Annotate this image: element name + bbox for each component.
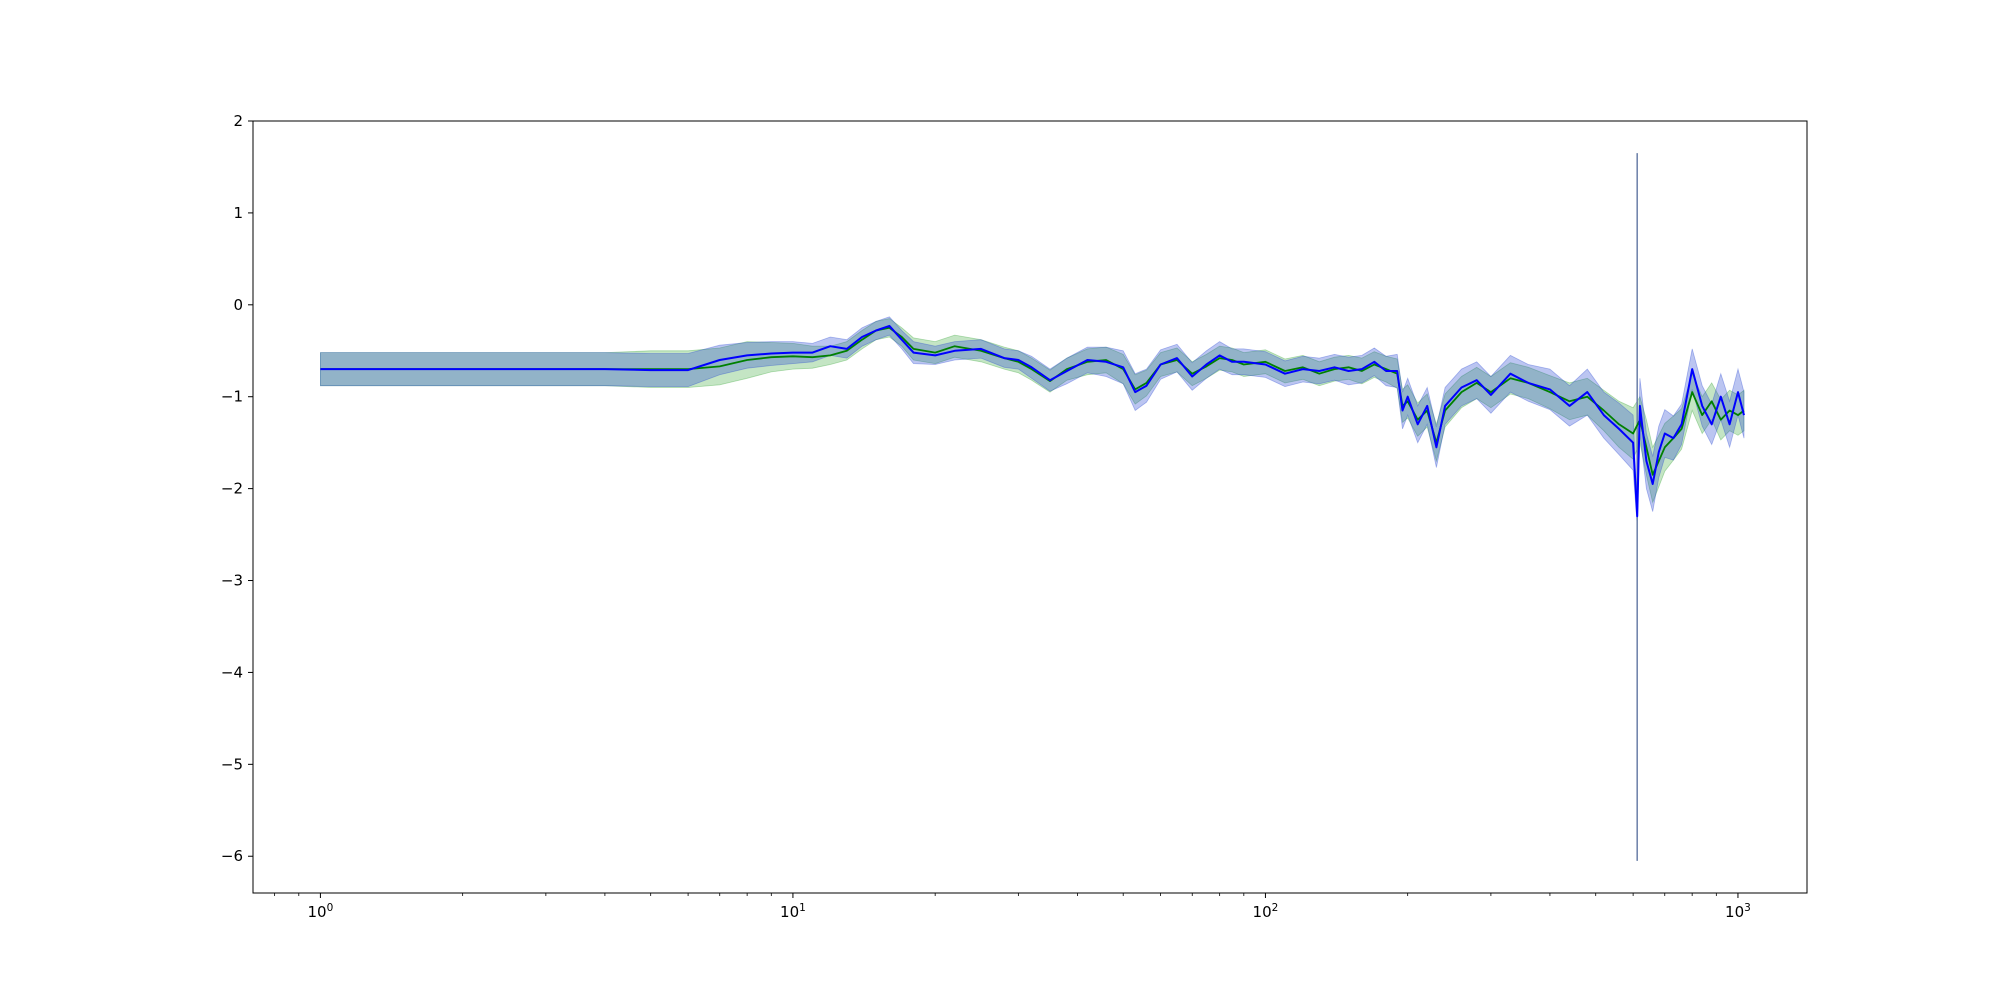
x-tick-label-exponent: 1 [799,902,806,914]
x-tick-label: 100 [308,902,334,921]
series-2-line [320,324,1745,518]
x-tick-label-base: 10 [308,903,327,921]
x-tick-label-exponent: 3 [1744,902,1751,914]
x-tick-label-exponent: 2 [1272,902,1279,914]
y-tick-label: −5 [221,755,243,773]
plot-area [320,153,1745,861]
y-tick-label: 2 [233,112,243,130]
x-tick-label-base: 10 [1725,903,1744,921]
y-tick-label: −4 [221,663,243,681]
y-axis: 2 1 0 −1 −2 −3 −4 −5 −6 [221,112,253,865]
y-tick-label: −6 [221,847,243,865]
x-tick-label: 101 [780,902,806,921]
y-tick-label: 1 [233,204,243,222]
series-1-band [320,318,1745,504]
x-tick-label-base: 10 [1253,903,1272,921]
x-tick-label: 102 [1253,902,1279,921]
y-tick-label: −1 [221,388,243,406]
x-axis: 100 101 102 103 [274,893,1751,921]
y-tick-label: −3 [221,572,243,590]
x-tick-label: 103 [1725,902,1751,921]
y-tick-label: −2 [221,480,243,498]
x-tick-label-exponent: 0 [327,902,334,914]
series-lines [320,324,1745,518]
x-tick-label-base: 10 [780,903,799,921]
axes-frame [252,120,1808,894]
y-tick-label: 0 [233,296,243,314]
